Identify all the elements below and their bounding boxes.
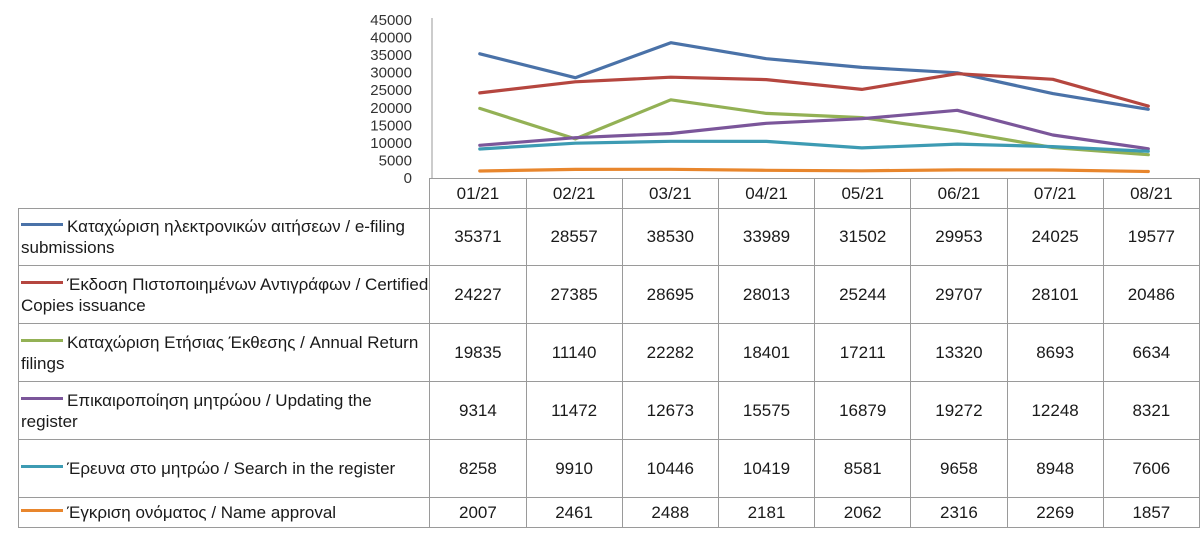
table-row: Καταχώριση ηλεκτρονικών αιτήσεων / e-fil…: [17, 208, 1200, 266]
data-label: 24227: [429, 265, 527, 324]
legend-entry: Έρευνα στο μητρώο / Search in the regist…: [17, 439, 431, 498]
data-label: 12673: [621, 381, 719, 440]
table-row: Έγκριση ονόματος / Name approval 2007 2461…: [17, 497, 1200, 528]
data-label: 25244: [814, 265, 912, 324]
data-label: 9658: [910, 439, 1008, 498]
legend-entry: Επικαιροποίηση μητρώου / Updating the re…: [17, 381, 431, 440]
x-tick-label: 08/21: [1102, 178, 1200, 209]
legend-key: [21, 338, 63, 342]
legend-key: [21, 223, 63, 227]
series-line-4: [478, 108, 1150, 151]
x-tick-label: 03/21: [621, 178, 719, 209]
data-label: 19272: [910, 381, 1008, 440]
data-label: 10419: [717, 439, 816, 498]
table-row: Καταχώριση Ετήσιας Έκθεσης / Annual Retu…: [17, 323, 1200, 382]
y-tick-label: 5000: [379, 152, 412, 169]
data-label: 19577: [1102, 208, 1200, 266]
series-name: Έρευνα στο μητρώο / Search in the regist…: [67, 459, 396, 478]
y-tick-label: 30000: [370, 65, 412, 82]
legend-entry: Έγκριση ονόματος / Name approval: [17, 497, 431, 528]
data-label: 38530: [621, 208, 719, 266]
data-label: 31502: [814, 208, 912, 266]
data-label: 29953: [910, 208, 1008, 266]
data-label: 2181: [717, 497, 816, 528]
x-tick-label: 07/21: [1006, 178, 1104, 209]
data-label: 15575: [717, 381, 816, 440]
data-label: 8258: [429, 439, 527, 498]
data-label: 2461: [525, 497, 623, 528]
data-label: 2488: [621, 497, 719, 528]
table-row: Έκδοση Πιστοποιημένων Αντιγράφων / Certi…: [17, 265, 1200, 324]
y-tick-label: 35000: [370, 47, 412, 64]
data-label: 8948: [1006, 439, 1104, 498]
data-label: 2062: [814, 497, 912, 528]
data-label: 17211: [814, 323, 912, 382]
legend-key: [21, 280, 63, 284]
data-label: 33989: [717, 208, 816, 266]
data-label: 8581: [814, 439, 912, 498]
data-label: 11472: [525, 381, 623, 440]
series-line-6: [478, 167, 1150, 174]
data-label: 2316: [910, 497, 1008, 528]
data-label: 28695: [621, 265, 719, 324]
data-label: 22282: [621, 323, 719, 382]
data-label: 8693: [1006, 323, 1104, 382]
legend-entry: Καταχώριση ηλεκτρονικών αιτήσεων / e-fil…: [17, 208, 431, 266]
series-name: Έκδοση Πιστοποιημένων Αντιγράφων / Certi…: [21, 274, 429, 315]
data-label: 7606: [1102, 439, 1200, 498]
data-label: 2007: [429, 497, 527, 528]
data-label: 6634: [1102, 323, 1200, 382]
table-header-row: 01/21 02/21 03/21 04/21 05/21 06/21 07/21 08/21: [18, 178, 1200, 209]
data-label: 24025: [1006, 208, 1104, 266]
legend-key: [21, 396, 63, 400]
series-name: Επικαιροποίηση μητρώου / Updating the re…: [21, 390, 372, 431]
data-label: 28557: [525, 208, 623, 266]
data-label: 27385: [525, 265, 623, 324]
data-label: 16879: [814, 381, 912, 440]
data-label: 2269: [1006, 497, 1104, 528]
table-row: Επικαιροποίηση μητρώου / Updating the re…: [17, 381, 1200, 440]
y-tick-label: 40000: [370, 30, 412, 47]
data-label: 28101: [1006, 265, 1104, 324]
data-label: 35371: [429, 208, 527, 266]
legend-key: [21, 509, 63, 513]
series-name: Έγκριση ονόματος / Name approval: [67, 503, 337, 522]
legend-key: [21, 465, 63, 469]
data-label: 28013: [717, 265, 816, 324]
y-tick-label: 10000: [370, 135, 412, 152]
legend-entry: Έκδοση Πιστοποιημένων Αντιγράφων / Certi…: [17, 265, 431, 324]
data-label: 12248: [1006, 381, 1104, 440]
data-label: 9314: [429, 381, 527, 440]
x-tick-label: 01/21: [429, 178, 527, 209]
data-label: 10446: [621, 439, 719, 498]
series-name: Καταχώριση Ετήσιας Έκθεσης / Annual Retu…: [21, 332, 419, 373]
data-label: 18401: [717, 323, 816, 382]
data-label: 29707: [910, 265, 1008, 324]
data-label: 20486: [1102, 265, 1200, 324]
data-label: 11140: [525, 323, 623, 382]
data-label: 1857: [1102, 497, 1200, 528]
data-table: 01/21 02/21 03/21 04/21 05/21 06/21 07/21 08/21…: [17, 178, 1200, 528]
y-tick-label: 15000: [370, 117, 412, 134]
x-tick-label: 05/21: [814, 178, 912, 209]
table-row: Έρευνα στο μητρώο / Search in the regist…: [17, 439, 1200, 498]
y-tick-label: 20000: [370, 100, 412, 117]
series-line-2: [478, 72, 1150, 108]
series-line-5: [478, 139, 1150, 153]
x-tick-label: 04/21: [717, 178, 816, 209]
data-label: 9910: [525, 439, 623, 498]
series-name: Καταχώριση ηλεκτρονικών αιτήσεων / e-fil…: [21, 217, 405, 257]
table-corner: [18, 178, 431, 209]
data-label: 8321: [1102, 381, 1200, 440]
y-tick-label: 45000: [370, 12, 412, 29]
data-label: 13320: [910, 323, 1008, 382]
y-tick-label: 25000: [370, 82, 412, 99]
data-label: 19835: [429, 323, 527, 382]
x-tick-label: 06/21: [910, 178, 1008, 209]
legend-entry: Καταχώριση Ετήσιας Έκθεσης / Annual Retu…: [17, 323, 431, 382]
x-tick-label: 02/21: [525, 178, 623, 209]
series-line-1: [478, 41, 1150, 111]
